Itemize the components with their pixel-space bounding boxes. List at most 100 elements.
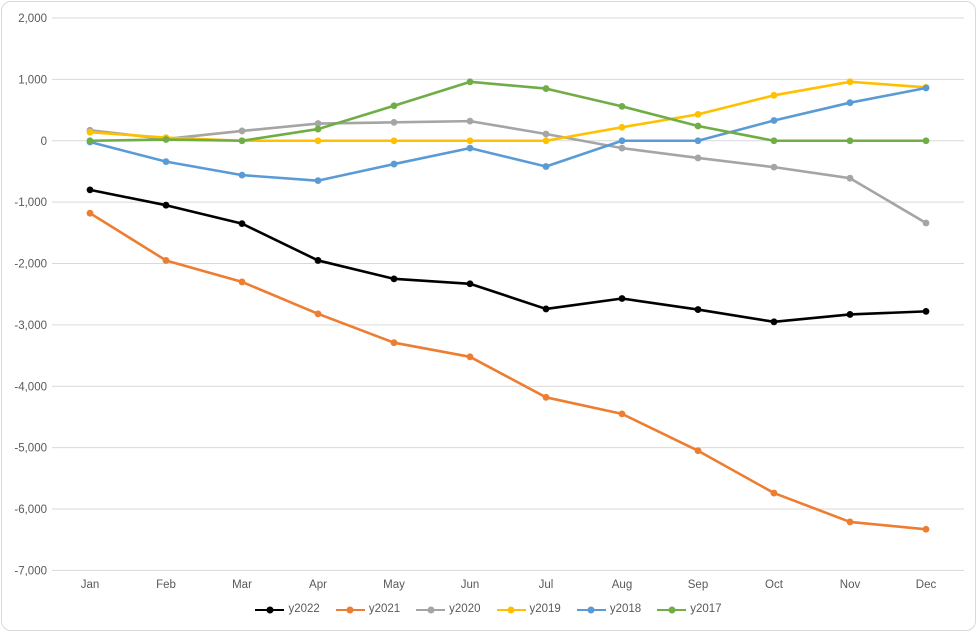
data-point-y2019-Sep	[694, 110, 702, 118]
data-point-y2017-Nov	[846, 137, 854, 145]
data-point-y2022-Mar	[238, 220, 246, 228]
data-point-y2021-Jan	[86, 209, 94, 217]
data-point-y2021-May	[390, 339, 398, 347]
data-point-y2020-Apr	[314, 120, 322, 127]
data-point-y2021-Jun	[466, 353, 474, 361]
data-point-y2021-Aug	[618, 410, 626, 418]
x-axis-tick-label: Jun	[461, 579, 480, 591]
data-point-y2020-Sep	[694, 154, 702, 162]
data-point-y2017-Oct	[770, 137, 778, 145]
data-point-y2018-Jul	[542, 163, 550, 170]
legend-item-y2019[interactable]: y2019	[496, 603, 561, 616]
legend-marker-dot	[427, 606, 435, 614]
x-axis-tick-label: Apr	[309, 579, 327, 591]
data-point-y2017-May	[390, 102, 398, 110]
legend-item-y2018[interactable]: y2018	[576, 603, 642, 616]
data-point-y2022-Nov	[846, 311, 854, 318]
data-point-y2017-Jun	[466, 78, 474, 86]
data-point-y2022-Aug	[618, 295, 626, 302]
x-axis-tick-label: May	[383, 579, 405, 591]
data-point-y2020-Dec	[922, 219, 930, 227]
legend-item-y2022[interactable]: y2022	[255, 603, 320, 616]
data-point-y2017-Jan	[86, 137, 94, 145]
y-axis-tick-label: -3,000	[14, 320, 47, 332]
legend-marker-dot	[587, 606, 595, 614]
data-point-y2018-Sep	[694, 137, 702, 145]
legend-label: y2021	[368, 603, 401, 616]
x-axis-tick-label: Feb	[156, 579, 176, 591]
series-line-y2018	[88, 86, 928, 182]
data-point-y2022-Dec	[922, 307, 930, 315]
x-axis-tick-label: Jul	[539, 579, 554, 591]
legend-marker-y2018	[576, 606, 606, 614]
y-axis-tick-label: -6,000	[14, 504, 47, 516]
legend-marker-dot	[346, 606, 354, 614]
legend-marker-y2019	[496, 606, 526, 614]
legend-label: y2018	[609, 603, 642, 616]
legend-item-y2017[interactable]: y2017	[657, 603, 722, 616]
data-point-y2018-Nov	[846, 99, 854, 107]
data-point-y2022-Jan	[86, 186, 94, 194]
data-point-y2018-Apr	[314, 177, 322, 185]
data-point-y2022-Feb	[162, 201, 170, 209]
data-point-y2022-Sep	[694, 306, 702, 313]
series-line-y2017	[88, 80, 928, 143]
data-point-y2020-May	[390, 118, 398, 126]
data-point-y2022-Apr	[314, 257, 322, 264]
x-axis-tick-label: Nov	[840, 579, 861, 591]
data-point-y2021-Nov	[846, 518, 854, 526]
data-point-y2019-Nov	[846, 78, 854, 86]
data-point-y2019-Oct	[770, 91, 778, 99]
series-line-y2020	[88, 119, 928, 225]
y-axis-tick-label: -4,000	[14, 381, 47, 393]
y-axis-tick-label: -1,000	[14, 197, 47, 209]
data-point-y2018-Aug	[618, 137, 626, 145]
data-point-y2022-May	[390, 275, 398, 283]
y-axis-tick-label: 2,000	[18, 13, 47, 25]
data-point-y2019-Jan	[86, 128, 94, 136]
data-point-y2022-Jul	[542, 305, 550, 313]
data-point-y2021-Jul	[542, 393, 550, 401]
x-axis-tick-label: Mar	[232, 579, 252, 591]
x-axis-tick-label: Oct	[765, 579, 784, 591]
legend-marker-y2017	[657, 606, 687, 614]
legend-item-y2020[interactable]: y2020	[416, 603, 481, 616]
data-point-y2018-Mar	[238, 171, 246, 179]
data-point-y2018-May	[390, 160, 398, 168]
data-point-y2021-Oct	[770, 489, 778, 497]
legend: y2022 y2021 y2020 y2019 y2018 y2017	[2, 599, 975, 621]
legend-item-y2021[interactable]: y2021	[335, 603, 401, 616]
y-axis-tick-label: -5,000	[14, 443, 47, 455]
data-point-y2019-May	[390, 137, 398, 145]
data-point-y2017-Sep	[694, 122, 702, 130]
data-point-y2017-Aug	[618, 102, 626, 110]
data-point-y2021-Dec	[922, 525, 930, 533]
legend-marker-y2022	[255, 606, 285, 614]
x-axis-tick-label: Dec	[916, 579, 937, 591]
data-point-y2021-Sep	[694, 447, 702, 455]
legend-label: y2017	[690, 603, 722, 616]
data-point-y2019-Jul	[542, 137, 550, 145]
legend-label: y2020	[449, 603, 481, 616]
data-point-y2017-Feb	[162, 136, 170, 143]
legend-label: y2022	[288, 603, 320, 616]
data-point-y2018-Jun	[466, 144, 474, 152]
legend-marker-dot	[266, 606, 274, 614]
series-line-y2022	[88, 188, 928, 324]
legend-marker-dot	[507, 606, 515, 614]
data-point-y2021-Mar	[238, 278, 246, 286]
data-point-y2020-Aug	[618, 144, 626, 152]
y-axis-tick-label: -7,000	[14, 565, 47, 577]
data-point-y2020-Mar	[238, 127, 246, 135]
data-point-y2018-Oct	[770, 117, 778, 124]
legend-marker-dot	[668, 606, 676, 614]
x-axis-tick-label: Aug	[612, 579, 632, 591]
data-point-y2020-Nov	[846, 174, 854, 182]
series-y2021	[86, 209, 930, 533]
data-point-y2017-Dec	[922, 137, 930, 145]
legend-label: y2019	[529, 603, 561, 616]
legend-marker-y2021	[335, 606, 365, 614]
x-axis-tick-label: Jan	[81, 579, 100, 591]
